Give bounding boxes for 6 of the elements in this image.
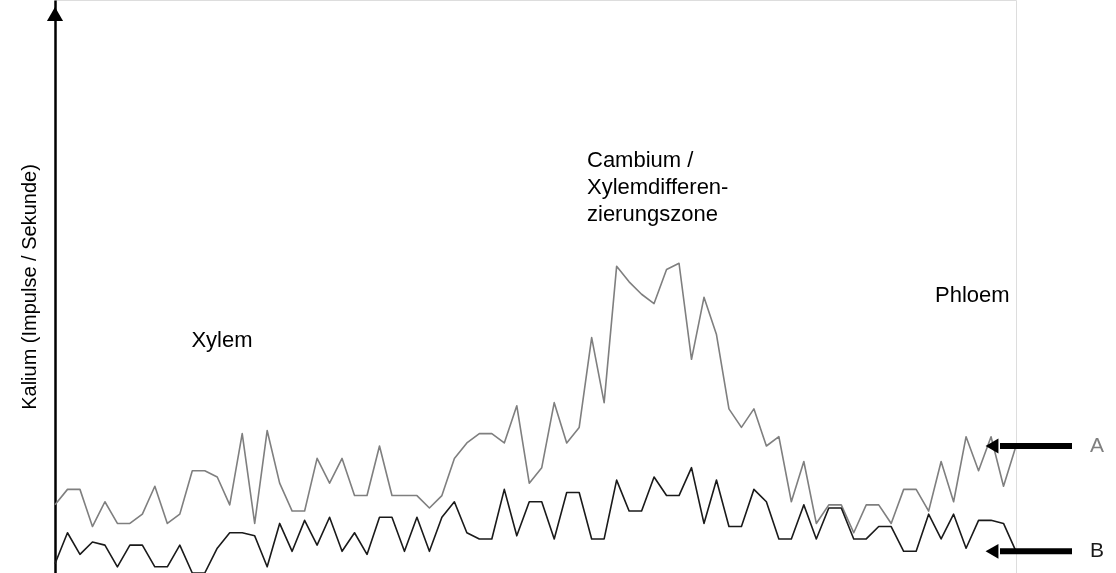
- annotation: Phloem: [935, 282, 1010, 307]
- text: B: [1090, 538, 1105, 562]
- text: Cambium / Xylemdifferen- zierungszone: [587, 147, 729, 226]
- text: A: [1090, 433, 1105, 457]
- y-axis-title: Kalium (Impulse / Sekunde): [17, 164, 40, 410]
- annotation: Xylem: [191, 327, 253, 352]
